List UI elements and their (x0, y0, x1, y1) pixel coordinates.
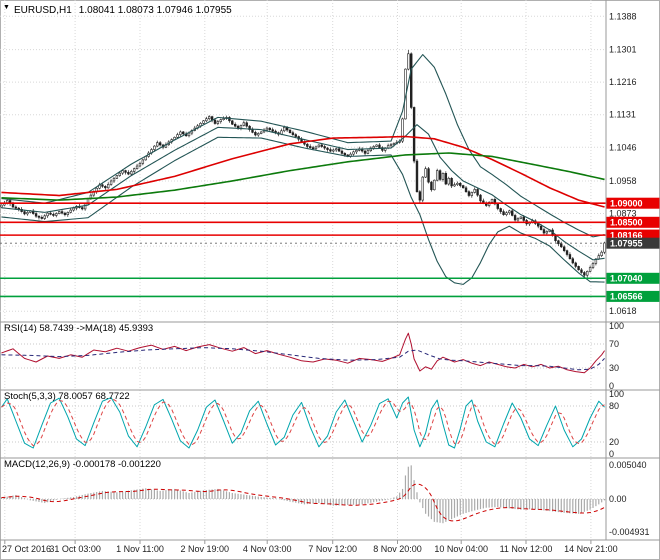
hline-price-box (606, 216, 660, 228)
chart-header: EURUSD,H1 1.08041 1.08073 1.07946 1.07955 (14, 5, 232, 16)
price-axis-label: 1.1388 (609, 11, 637, 21)
time-axis-label: 7 Nov 12:00 (308, 544, 357, 554)
rsi-label: RSI(14) 58.7439 ->MA(18) 45.9393 (4, 323, 154, 334)
price-axis-label: 1.0873 (609, 209, 637, 219)
price-axis-label: 1.1131 (609, 110, 636, 120)
rsi-axis-label: 100 (609, 321, 624, 331)
candles (0, 49, 606, 279)
price-axis-label: 1.1046 (609, 142, 637, 152)
price-axis-label: 1.0958 (609, 176, 637, 186)
rsi-axis: 100 70 30 0 (609, 321, 624, 391)
price-axis-label: 1.0618 (609, 306, 637, 316)
stoch-axis-label: 100 (609, 389, 624, 399)
stoch-axis-label: 20 (609, 437, 619, 447)
hline-price-label: 1.07040 (610, 273, 643, 283)
hline-price-label: 1.08166 (610, 230, 643, 240)
hline-price-label: 1.06566 (610, 292, 643, 302)
rsi-line (1, 332, 605, 374)
hline-price-box (606, 197, 660, 209)
rsi-axis-label: 70 (609, 339, 619, 349)
rsi-axis-label: 30 (609, 363, 619, 373)
stoch-axis-label: 0 (609, 449, 614, 459)
ohlc-values: 1.08041 1.08073 1.07946 1.07955 (78, 5, 232, 16)
time-axis-label: 10 Nov 04:00 (434, 544, 488, 554)
time-axis-label: 4 Nov 03:00 (243, 544, 292, 554)
stoch-axis-label: 80 (609, 401, 619, 411)
time-axis-label: 1 Nov 11:00 (116, 544, 164, 554)
hline-price-box (606, 290, 660, 302)
macd-axis-label: -0.004931 (609, 527, 650, 537)
macd-axis-label: 0.00 (609, 494, 627, 504)
hline-price-box (606, 272, 660, 284)
rsi-axis-label: 0 (609, 381, 614, 391)
rsi-levels (0, 343, 606, 369)
macd-signal-line (1, 483, 605, 522)
symbol-timeframe: EURUSD,H1 (14, 5, 72, 16)
macd-label: MACD(12,26,9) -0.000178 -0.001220 (4, 459, 161, 470)
stoch-label: Stoch(5,3,3) 78.0057 68.7722 (4, 391, 130, 402)
current-price-label: 1.07955 (610, 238, 643, 248)
bollinger-lower (1, 136, 605, 285)
rsi-ma-line (1, 347, 605, 371)
bollinger-upper (1, 54, 605, 238)
ma-green (1, 152, 605, 201)
hline-price-label: 1.09000 (610, 198, 643, 208)
ma-red (1, 135, 605, 208)
time-axis-label: 14 Nov 21:00 (564, 544, 618, 554)
price-axis-label: 1.1301 (609, 45, 637, 55)
current-price-box (606, 237, 660, 249)
stoch-series (1, 396, 605, 449)
time-axis-label: 31 Oct 03:00 (49, 544, 101, 554)
hline-price-label: 1.08500 (610, 218, 643, 228)
macd-series (0, 465, 606, 524)
stoch-levels (0, 405, 606, 443)
rsi-series (1, 332, 605, 374)
time-axis-label: 8 Nov 20:00 (373, 544, 422, 554)
collapse-arrow-icon[interactable]: ▼ (3, 4, 10, 11)
panel-dividers (0, 0, 660, 541)
time-axis-label: 11 Nov 12:00 (500, 544, 553, 554)
price-axis-boxes: 1.09000 1.08500 1.08166 1.07040 1.06566 1.079… (606, 197, 660, 302)
horizontal-lines[interactable] (0, 202, 606, 298)
stoch-d-line (1, 398, 605, 447)
stoch-k-line (1, 396, 605, 449)
price-overlays (1, 54, 605, 285)
time-axis-label: 2 Nov 19:00 (181, 544, 230, 554)
macd-axis-label: 0.005040 (609, 460, 647, 470)
price-axis: 1.1388 1.1301 1.1216 1.1131 1.1046 1.0958 1.08… (609, 11, 637, 316)
stoch-axis: 100 80 20 0 (609, 389, 624, 459)
macd-axis: 0.005040 0.00 -0.004931 (609, 460, 650, 537)
hline-price-box (606, 229, 660, 241)
time-axis-label: 27 Oct 2016 (2, 544, 51, 554)
price-axis-label: 1.1216 (609, 77, 637, 87)
